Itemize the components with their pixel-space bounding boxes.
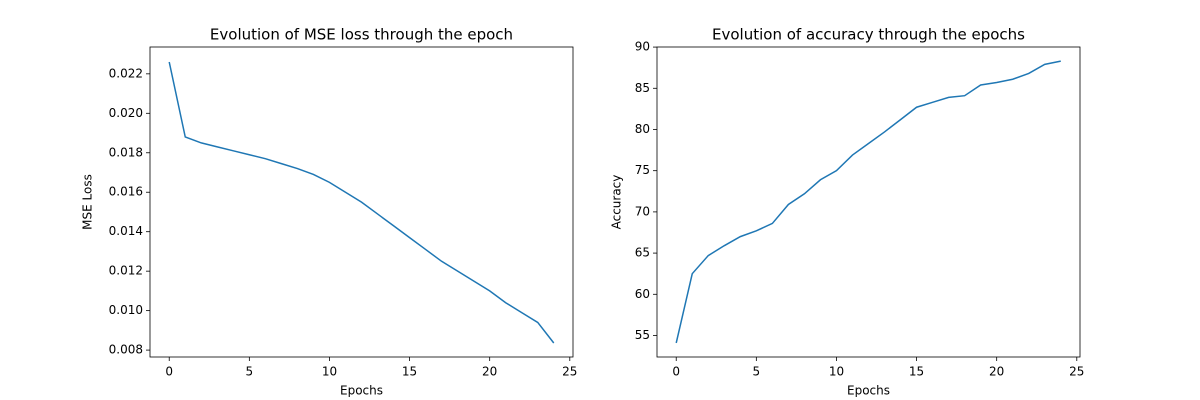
x-tick-label: 10: [322, 365, 337, 379]
x-tick-label: 0: [672, 365, 680, 379]
axes-frame: [149, 46, 574, 358]
y-tick-label: 65: [635, 246, 650, 260]
y-tick-label: 0.016: [109, 185, 143, 199]
y-tick-label: 85: [635, 81, 650, 95]
y-tick-label: 80: [635, 122, 650, 136]
x-axis-label: Epochs: [847, 384, 890, 398]
y-tick-label: 0.008: [109, 343, 143, 357]
y-tick-label: 70: [635, 204, 650, 218]
x-tick-label: 5: [753, 365, 761, 379]
x-axis-label: Epochs: [340, 384, 383, 398]
x-tick-label: 15: [909, 365, 924, 379]
y-axis-label: MSE Loss: [81, 174, 95, 230]
y-tick-label: 0.022: [109, 66, 143, 80]
x-tick-label: 25: [562, 365, 577, 379]
y-tick-label: 75: [635, 163, 650, 177]
x-tick-label: 0: [165, 365, 173, 379]
x-tick-label: 5: [246, 365, 254, 379]
y-tick-label: 0.014: [109, 224, 143, 238]
x-tick-label: 25: [1069, 365, 1084, 379]
x-tick-label: 20: [482, 365, 497, 379]
y-tick-label: 90: [635, 40, 650, 54]
y-tick-label: 0.010: [109, 303, 143, 317]
y-tick-label: 0.018: [109, 145, 143, 159]
y-tick-label: 55: [635, 328, 650, 342]
x-tick-label: 20: [989, 365, 1004, 379]
x-tick-label: 10: [829, 365, 844, 379]
y-tick-label: 0.012: [109, 264, 143, 278]
chart-title: Evolution of MSE loss through the epoch: [210, 26, 513, 44]
chart-title: Evolution of accuracy through the epochs: [712, 26, 1025, 44]
y-axis-label: Accuracy: [610, 175, 624, 230]
y-tick-label: 0.020: [109, 106, 143, 120]
axes-frame: [656, 46, 1081, 358]
data-line: [168, 61, 555, 344]
x-tick-label: 15: [402, 365, 417, 379]
data-line: [675, 60, 1061, 344]
y-tick-label: 60: [635, 287, 650, 301]
